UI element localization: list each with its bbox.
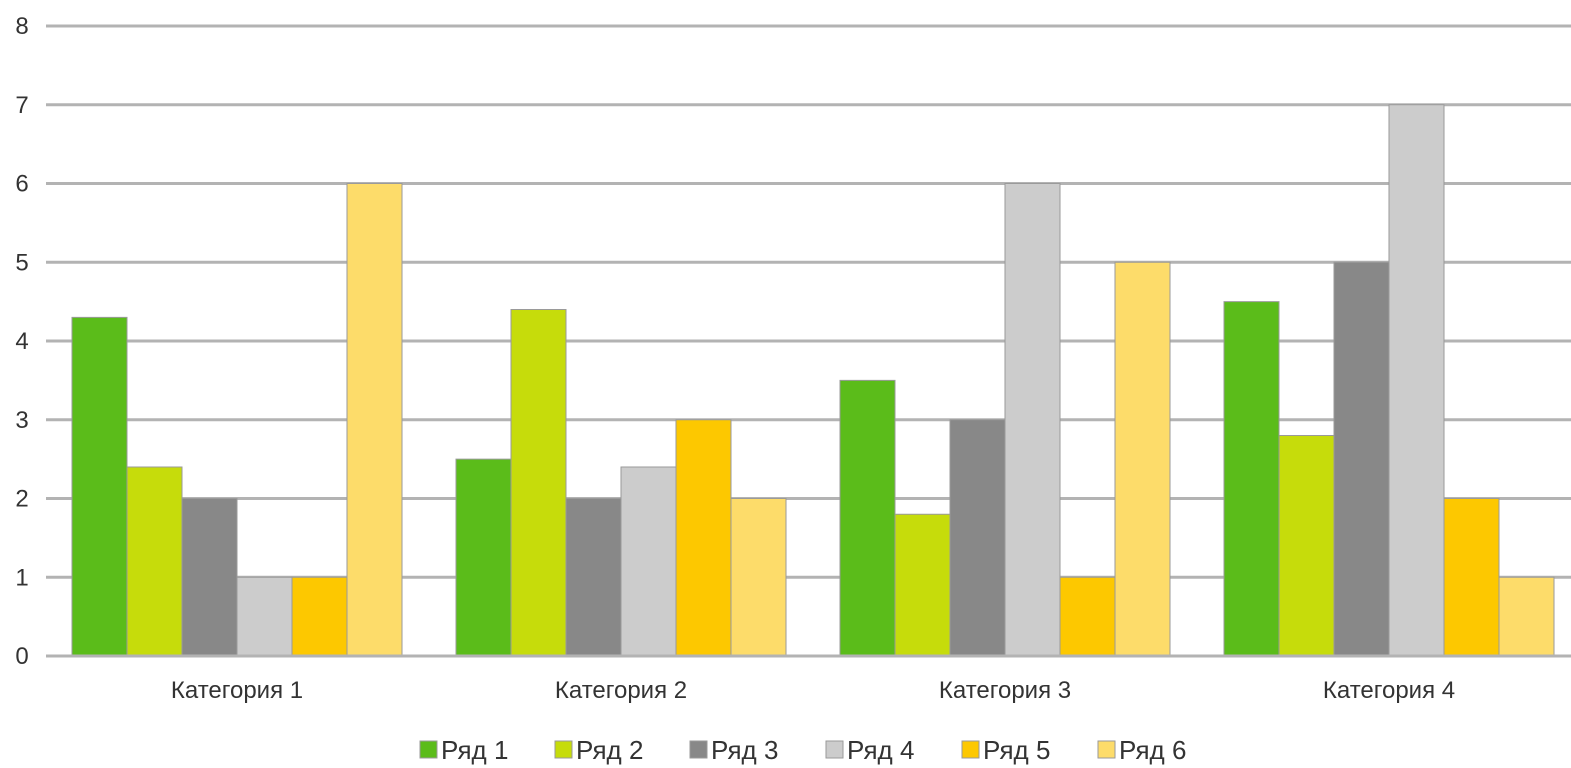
bar-2-cat-3 [894, 513, 951, 657]
legend-label: Ряд 5 [983, 735, 1050, 765]
y-tick-label: 5 [15, 249, 28, 276]
bar-2-cat-1 [126, 466, 183, 657]
bar-6-cat-4 [1498, 576, 1555, 657]
y-tick-label: 3 [15, 407, 28, 434]
legend-swatch [961, 740, 980, 759]
bar-1-cat-2 [455, 458, 512, 657]
bar-4-cat-4 [1388, 104, 1445, 657]
legend-label: Ряд 4 [847, 735, 914, 765]
legend-label: Ряд 3 [711, 735, 778, 765]
bar-2-cat-2 [510, 309, 567, 657]
bar-1-cat-1 [71, 316, 128, 657]
legend-label: Ряд 2 [576, 735, 643, 765]
legend-label: Ряд 6 [1119, 735, 1186, 765]
bar-3-cat-3 [949, 419, 1006, 657]
bar-5-cat-3 [1059, 576, 1116, 657]
bar-1-cat-3 [839, 379, 896, 657]
bars [71, 104, 1555, 657]
y-tick-label: 1 [15, 564, 28, 591]
bar-1-cat-4 [1223, 301, 1280, 657]
bar-6-cat-3 [1114, 261, 1171, 657]
legend-swatch [554, 740, 573, 759]
y-tick-label: 4 [15, 328, 28, 355]
bar-5-cat-1 [291, 576, 348, 657]
category-label: Категория 2 [555, 677, 687, 704]
category-label: Категория 3 [939, 677, 1071, 704]
bar-5-cat-4 [1443, 498, 1500, 657]
bar-3-cat-1 [181, 498, 238, 657]
bar-5-cat-2 [675, 419, 732, 657]
legend-swatch [825, 740, 844, 759]
legend-label: Ряд 1 [441, 735, 508, 765]
y-tick-label: 2 [15, 486, 28, 513]
y-axis-ticks: 0 1 2 3 4 5 6 7 8 [15, 13, 28, 670]
legend-swatch [1097, 740, 1116, 759]
bar-3-cat-2 [565, 498, 622, 657]
bar-6-cat-1 [346, 183, 403, 657]
category-label: Категория 4 [1323, 677, 1455, 704]
legend-swatch [689, 740, 708, 759]
legend-swatch [419, 740, 438, 759]
bar-2-cat-4 [1278, 435, 1335, 657]
y-tick-label: 7 [15, 92, 28, 119]
bar-3-cat-4 [1333, 261, 1390, 657]
y-tick-label: 8 [15, 13, 28, 40]
y-tick-label: 6 [15, 171, 28, 198]
bar-4-cat-2 [620, 466, 677, 657]
bar-4-cat-3 [1004, 183, 1061, 657]
y-tick-label: 0 [15, 643, 28, 670]
x-axis-labels: Категория 1 Категория 2 Категория 3 Категор… [171, 677, 1455, 704]
legend: Ряд 1 Ряд 2 Ряд 3 Ряд 4 Ряд 5 Ряд 6 [419, 735, 1186, 765]
bar-6-cat-2 [730, 498, 787, 657]
gridlines [46, 24, 1571, 579]
bar-4-cat-1 [236, 576, 293, 657]
category-label: Категория 1 [171, 677, 303, 704]
